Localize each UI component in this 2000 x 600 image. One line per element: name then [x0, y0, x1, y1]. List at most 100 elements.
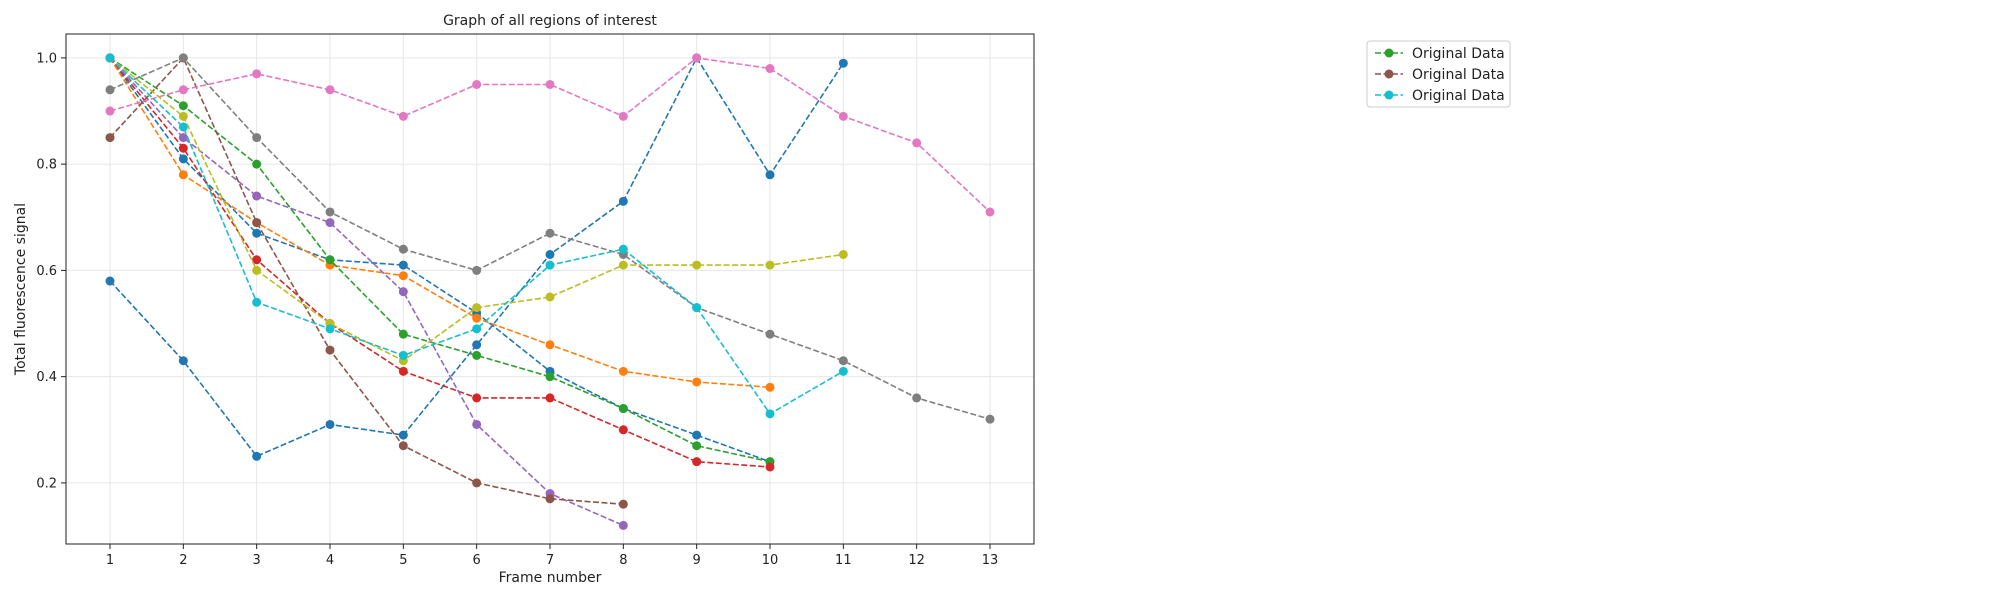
data-point — [252, 191, 262, 201]
data-point — [618, 404, 628, 414]
data-point — [765, 409, 775, 419]
series-line — [109, 57, 624, 527]
data-point — [178, 154, 188, 164]
data-point — [472, 303, 482, 313]
data-point — [838, 356, 848, 366]
x-axis: 1 2 3 4 5 6 7 8 9 10 11 12 13 — [106, 544, 998, 568]
x-tick-label: 13 — [982, 553, 999, 568]
data-point — [252, 297, 262, 307]
data-point — [398, 244, 408, 254]
series-8 — [105, 53, 995, 217]
data-point — [545, 372, 555, 382]
data-point — [178, 122, 188, 132]
data-point — [325, 324, 335, 334]
series-group — [105, 53, 995, 530]
data-point — [618, 260, 628, 270]
legend-entry: Original Data — [1375, 88, 1505, 104]
legend-marker — [1384, 69, 1394, 79]
x-tick-label: 2 — [179, 553, 187, 568]
series-line — [109, 57, 771, 463]
data-point — [398, 350, 408, 360]
data-point — [105, 106, 115, 116]
legend-entry: Original Data — [1375, 46, 1505, 62]
x-tick-label: 1 — [106, 553, 114, 568]
data-point — [618, 196, 628, 206]
data-point — [692, 303, 702, 313]
data-point — [472, 419, 482, 429]
data-point — [765, 260, 775, 270]
data-point — [618, 244, 628, 254]
data-point — [178, 133, 188, 143]
data-point — [252, 159, 262, 169]
data-point — [985, 414, 995, 424]
data-point — [692, 430, 702, 440]
data-point — [398, 366, 408, 376]
data-point — [765, 382, 775, 392]
data-point — [692, 457, 702, 467]
data-point — [178, 356, 188, 366]
data-point — [618, 425, 628, 435]
legend-frame — [1366, 40, 1511, 108]
data-point — [912, 393, 922, 403]
data-point — [545, 340, 555, 350]
series-line — [109, 57, 771, 468]
data-point — [985, 207, 995, 217]
data-point — [545, 228, 555, 238]
grid — [66, 34, 1034, 544]
data-point — [618, 366, 628, 376]
y-axis-title: Total fluorescence signal — [13, 203, 29, 376]
series-line — [109, 56, 844, 458]
data-point — [178, 101, 188, 111]
data-point — [765, 170, 775, 180]
data-point — [838, 366, 848, 376]
data-point — [252, 451, 262, 461]
data-point — [838, 111, 848, 121]
x-tick-label: 10 — [762, 553, 779, 568]
data-point — [252, 218, 262, 228]
series-5 — [105, 53, 775, 472]
data-point — [252, 255, 262, 265]
data-point — [178, 143, 188, 153]
y-tick-label: 0.8 — [36, 158, 57, 173]
data-point — [398, 441, 408, 451]
data-point — [838, 249, 848, 259]
data-point — [618, 520, 628, 530]
data-point — [545, 494, 555, 504]
data-point — [472, 478, 482, 488]
data-point — [325, 85, 335, 95]
y-axis: 0.2 0.4 0.6 0.8 1.0 — [36, 51, 66, 491]
data-point — [178, 85, 188, 95]
data-point — [105, 53, 115, 63]
data-point — [472, 265, 482, 275]
legend-label: Original Data — [1412, 67, 1505, 83]
legend-marker — [1384, 48, 1394, 58]
series-line — [109, 57, 771, 389]
data-point — [325, 218, 335, 228]
data-point — [692, 441, 702, 451]
data-point — [618, 499, 628, 509]
x-axis-title: Frame number — [499, 570, 602, 586]
data-point — [692, 260, 702, 270]
series-7 — [105, 53, 628, 509]
data-point — [252, 228, 262, 238]
x-tick-label: 4 — [326, 553, 334, 568]
series-line — [109, 57, 771, 463]
data-point — [545, 79, 555, 89]
data-point — [472, 313, 482, 323]
data-point — [765, 64, 775, 74]
data-point — [398, 111, 408, 121]
data-point — [105, 85, 115, 95]
y-tick-label: 1.0 — [36, 51, 57, 66]
data-point — [472, 79, 482, 89]
data-point — [545, 249, 555, 259]
data-point — [472, 324, 482, 334]
data-point — [325, 207, 335, 217]
data-point — [912, 138, 922, 148]
chart-title: Graph of all regions of interest — [443, 13, 657, 29]
series-3 — [105, 53, 775, 392]
legend-marker — [1384, 90, 1394, 100]
data-point — [398, 271, 408, 281]
data-point — [178, 170, 188, 180]
legend-items: Original Data Original Data Original Data — [1375, 46, 1505, 104]
